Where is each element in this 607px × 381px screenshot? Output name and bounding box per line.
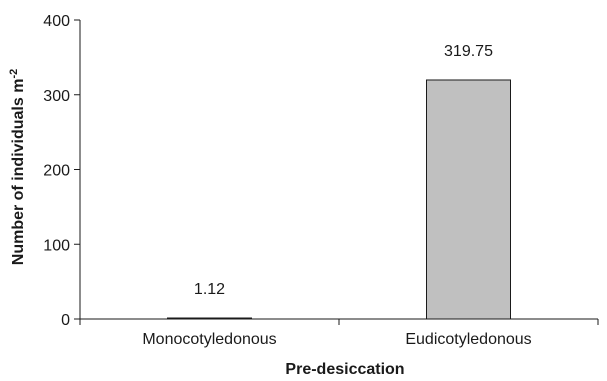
y-axis-title-superscript: -2 bbox=[8, 69, 20, 79]
x-axis-title: Pre-desiccation bbox=[285, 361, 404, 378]
bar-monocotyledonous bbox=[167, 317, 252, 320]
y-axis-title: Number of individuals m-2 bbox=[8, 69, 27, 265]
data-label: 319.75 bbox=[444, 43, 493, 60]
bars bbox=[167, 79, 511, 320]
data-label: 1.12 bbox=[194, 281, 225, 298]
y-axis: 0 100 200 300 400 bbox=[43, 13, 81, 329]
x-tick-label: Monocotyledonous bbox=[142, 331, 276, 348]
bar-eudicotyledonous bbox=[426, 79, 511, 320]
x-tick-label: Eudicotyledonous bbox=[405, 331, 531, 348]
y-tick-label: 300 bbox=[43, 88, 70, 105]
y-tick-label: 400 bbox=[43, 13, 70, 30]
y-tick-label: 200 bbox=[43, 163, 70, 180]
data-labels: 1.12 319.75 bbox=[194, 43, 493, 298]
x-axis: Monocotyledonous Eudicotyledonous bbox=[79, 318, 599, 348]
y-tick-label: 100 bbox=[43, 237, 70, 254]
y-axis-title-text: Number of individuals m bbox=[10, 79, 27, 266]
y-tick-label: 0 bbox=[61, 312, 70, 329]
